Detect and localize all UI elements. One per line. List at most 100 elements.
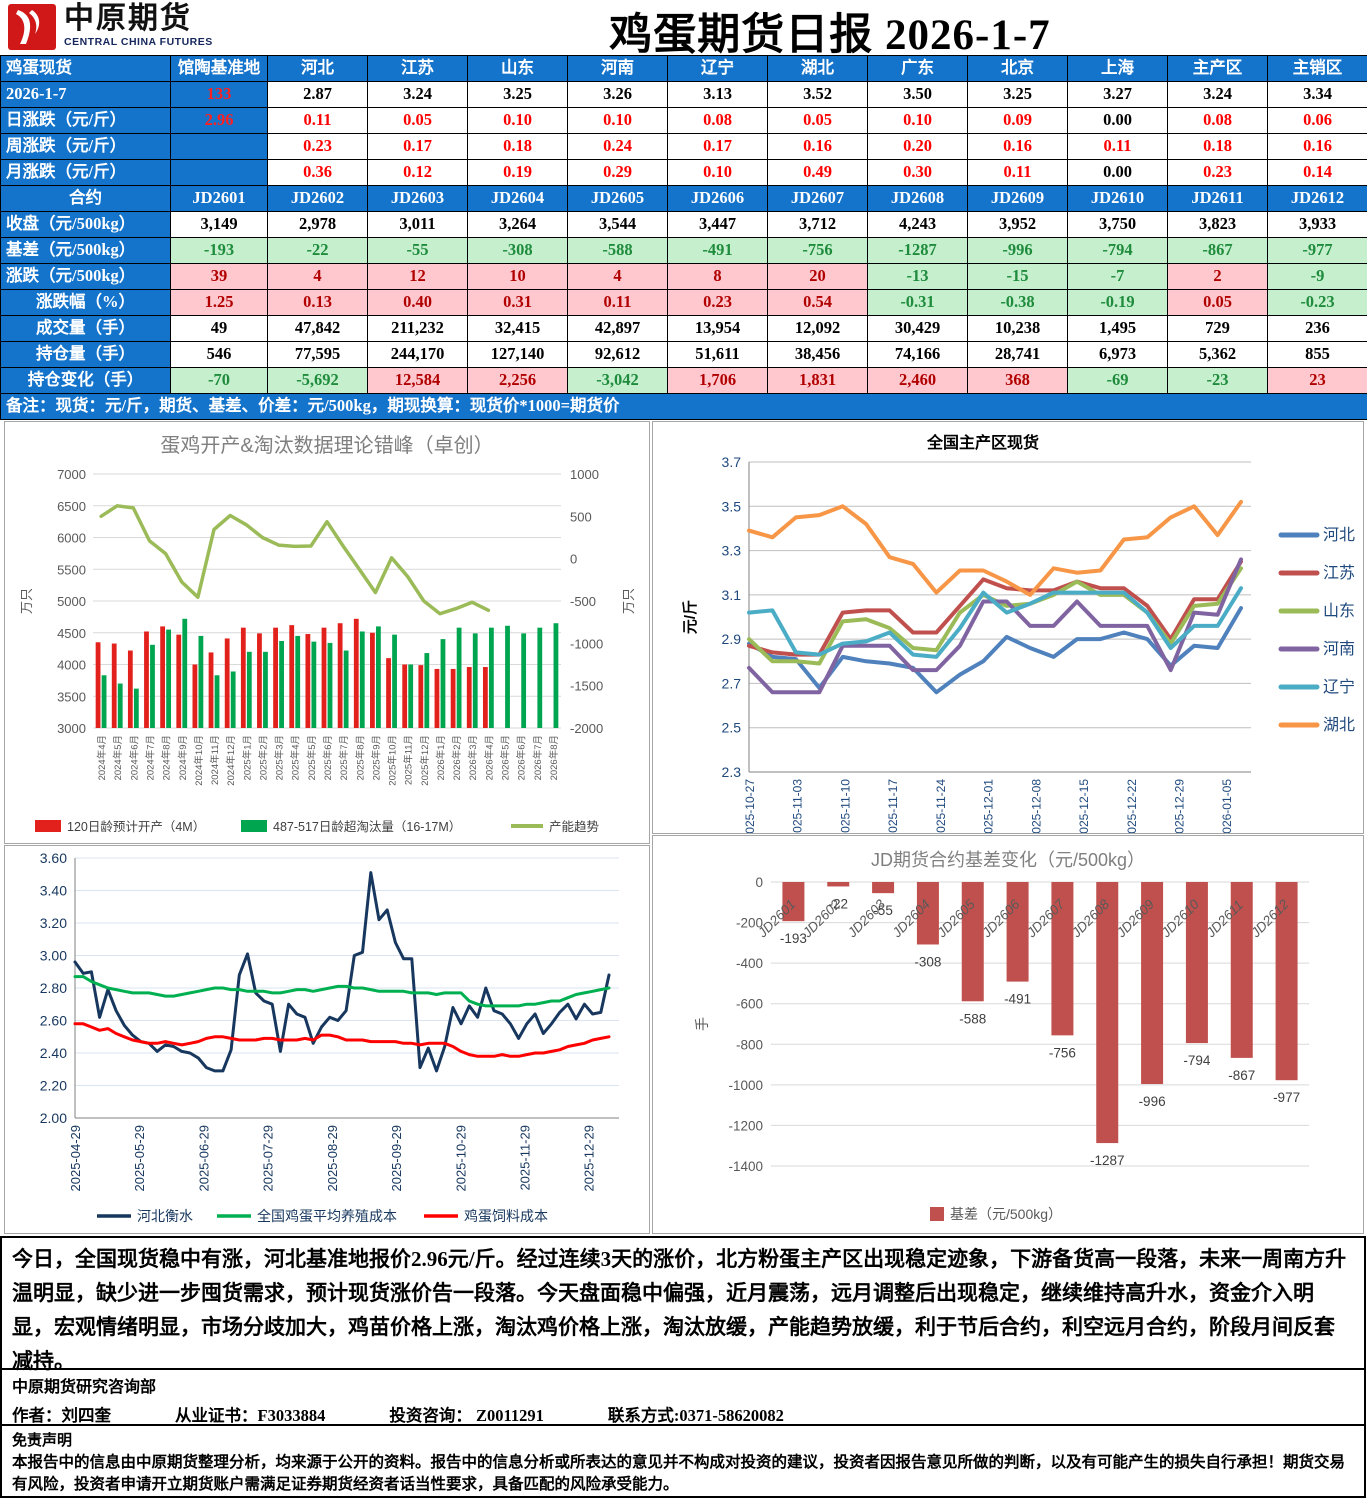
svg-text:-308: -308 [914,954,941,969]
table-cell: -588 [568,238,668,264]
table-cell: 3.26 [568,82,668,108]
table-cell: -22 [268,238,368,264]
table-cell: 10 [468,264,568,290]
svg-text:2025-12-08: 2025-12-08 [1029,779,1043,833]
table-cell: 0.13 [268,290,368,316]
svg-text:2025-11-24: 2025-11-24 [934,779,948,833]
table-remark: 备注：现货：元/斤，期货、基差、价差：元/500kg，期现换算：现货价*1000… [1,394,1367,420]
svg-text:3500: 3500 [57,689,86,704]
svg-text:-977: -977 [1273,1090,1300,1105]
svg-text:3.5: 3.5 [722,498,742,514]
table-cell: 3,447 [668,212,768,238]
svg-text:-2000: -2000 [570,721,603,736]
row-label: 基差（元/500kg） [1,238,171,264]
svg-text:-500: -500 [570,594,596,609]
table-cell: 5,362 [1168,342,1268,368]
table-cell: 4 [568,264,668,290]
svg-text:5000: 5000 [57,594,86,609]
svg-text:0: 0 [570,552,577,567]
table-cell: 2,978 [268,212,368,238]
table-cell: 2,460 [868,368,968,394]
svg-text:3.40: 3.40 [40,883,67,899]
svg-text:-996: -996 [1139,1094,1166,1109]
table-cell: 4 [268,264,368,290]
table-cell: 0.16 [768,134,868,160]
table-header-cell: 鸡蛋现货 [1,56,171,82]
table-cell: 2.87 [268,82,368,108]
table-cell: 0.05 [368,108,468,134]
table-cell: 0.49 [768,160,868,186]
table-header-cell: 主产区 [1168,56,1268,82]
svg-text:2.7: 2.7 [722,675,742,691]
table-cell: 0.14 [1268,160,1367,186]
svg-text:-1200: -1200 [728,1118,763,1133]
table-cell: 0.05 [1168,290,1268,316]
table-cell: 0.18 [468,134,568,160]
table-cell: -70 [171,368,268,394]
svg-text:湖北: 湖北 [1323,716,1355,734]
table-cell: 1,495 [1068,316,1168,342]
advisory-no: 投资咨询： Z0011291 [389,1406,544,1425]
table-cell: 47,842 [268,316,368,342]
table-cell: JD2607 [768,186,868,212]
table-cell: 20 [768,264,868,290]
table-cell: 0.54 [768,290,868,316]
table-cell: 1.25 [171,290,268,316]
svg-text:2.3: 2.3 [722,764,742,780]
chart-svg-hengshui-cost: 2.00 2.20 2.40 2.60 2.80 3.00 3.20 3.40 3.60 2025… [40,850,619,1224]
table-cell [171,134,268,160]
table-cell: 0.31 [468,290,568,316]
svg-text:2025-12-15: 2025-12-15 [1077,779,1091,833]
table-cell: 2 [1168,264,1268,290]
table-cell: 127,140 [468,342,568,368]
svg-text:2025年6月: 2025年6月 [322,735,334,780]
table-header-cell: 湖北 [768,56,868,82]
table-cell: -9 [1268,264,1367,290]
table-cell: 0.19 [468,160,568,186]
svg-text:-794: -794 [1183,1053,1211,1068]
row-label: 周涨跌（元/斤） [1,134,171,160]
row-label: 持仓量（手） [1,342,171,368]
table-cell: 0.05 [768,108,868,134]
table-cell: 74,166 [868,342,968,368]
table-cell: 0.10 [668,160,768,186]
svg-text:元/斤: 元/斤 [682,600,699,634]
svg-text:2025年7月: 2025年7月 [338,735,350,780]
table-cell: 42,897 [568,316,668,342]
svg-text:蛋鸡开产&淘汰数据理论错峰（卓创）: 蛋鸡开产&淘汰数据理论错峰（卓创） [160,434,493,457]
table-cell: JD2601 [171,186,268,212]
table-cell: 0.17 [668,134,768,160]
table-cell: 0.11 [968,160,1068,186]
svg-text:2025-05-29: 2025-05-29 [132,1125,147,1192]
svg-text:万只: 万只 [19,588,34,614]
table-cell: -0.23 [1268,290,1367,316]
svg-text:2.9: 2.9 [722,631,742,647]
table-header-cell: 北京 [968,56,1068,82]
table-cell: -0.38 [968,290,1068,316]
svg-text:-400: -400 [736,956,763,971]
svg-text:2024年6月: 2024年6月 [128,735,140,780]
table-header-cell: 馆陶基准地 [171,56,268,82]
table-cell: -794 [1068,238,1168,264]
table-cell: 38,456 [768,342,868,368]
svg-text:2025年10月: 2025年10月 [387,735,399,786]
row-label: 日涨跌（元/斤） [1,108,171,134]
svg-text:2025-04-29: 2025-04-29 [68,1125,83,1192]
svg-text:JD2603: JD2603 [844,896,889,941]
table-cell: JD2610 [1068,186,1168,212]
svg-text:-1287: -1287 [1090,1153,1125,1168]
svg-text:江苏: 江苏 [1323,564,1355,582]
table-cell: 1,831 [768,368,868,394]
table-cell: 28,741 [968,342,1068,368]
svg-text:2025-09-29: 2025-09-29 [389,1125,404,1192]
svg-text:2024年7月: 2024年7月 [144,735,156,780]
table-cell: JD2605 [568,186,668,212]
svg-text:3.60: 3.60 [40,850,67,866]
svg-text:2024年10月: 2024年10月 [193,735,205,786]
svg-text:2025年2月: 2025年2月 [257,735,269,780]
table-header-cell: 主销区 [1268,56,1367,82]
svg-text:2025-11-17: 2025-11-17 [886,779,900,833]
table-cell: 6,973 [1068,342,1168,368]
svg-text:2026年7月: 2026年7月 [532,735,544,780]
logo-mark-icon [8,4,56,50]
